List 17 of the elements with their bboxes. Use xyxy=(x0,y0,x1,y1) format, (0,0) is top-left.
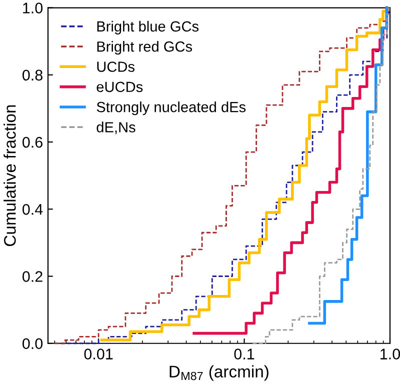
legend-label: UCDs xyxy=(97,62,134,72)
x-tick-label: 0.01 xyxy=(84,348,113,360)
y-tick-label: 0.0 xyxy=(22,338,43,350)
legend-label: Strongly nucleated dEs xyxy=(96,102,246,116)
y-tick-label: 0.8 xyxy=(22,70,42,81)
legend-label: Bright blue GCs xyxy=(97,20,199,34)
y-tick-label: 0.4 xyxy=(22,204,43,215)
x-tick-label: 1.0 xyxy=(380,348,400,360)
legend-label: dE,Ns xyxy=(96,122,136,134)
y-tick-label: 0.6 xyxy=(22,136,42,148)
legend-label: Bright red GCs xyxy=(97,41,192,55)
y-axis-title: Cumulative fraction xyxy=(4,105,16,246)
legend-label: eUCDs xyxy=(96,82,143,92)
x-axis-title: D$_{M87}$ (arcmin) xyxy=(170,365,268,381)
x-tick-label: 0.1 xyxy=(234,348,254,360)
y-tick-label: 0.2 xyxy=(22,271,42,282)
y-tick-label: 1.0 xyxy=(23,2,43,14)
